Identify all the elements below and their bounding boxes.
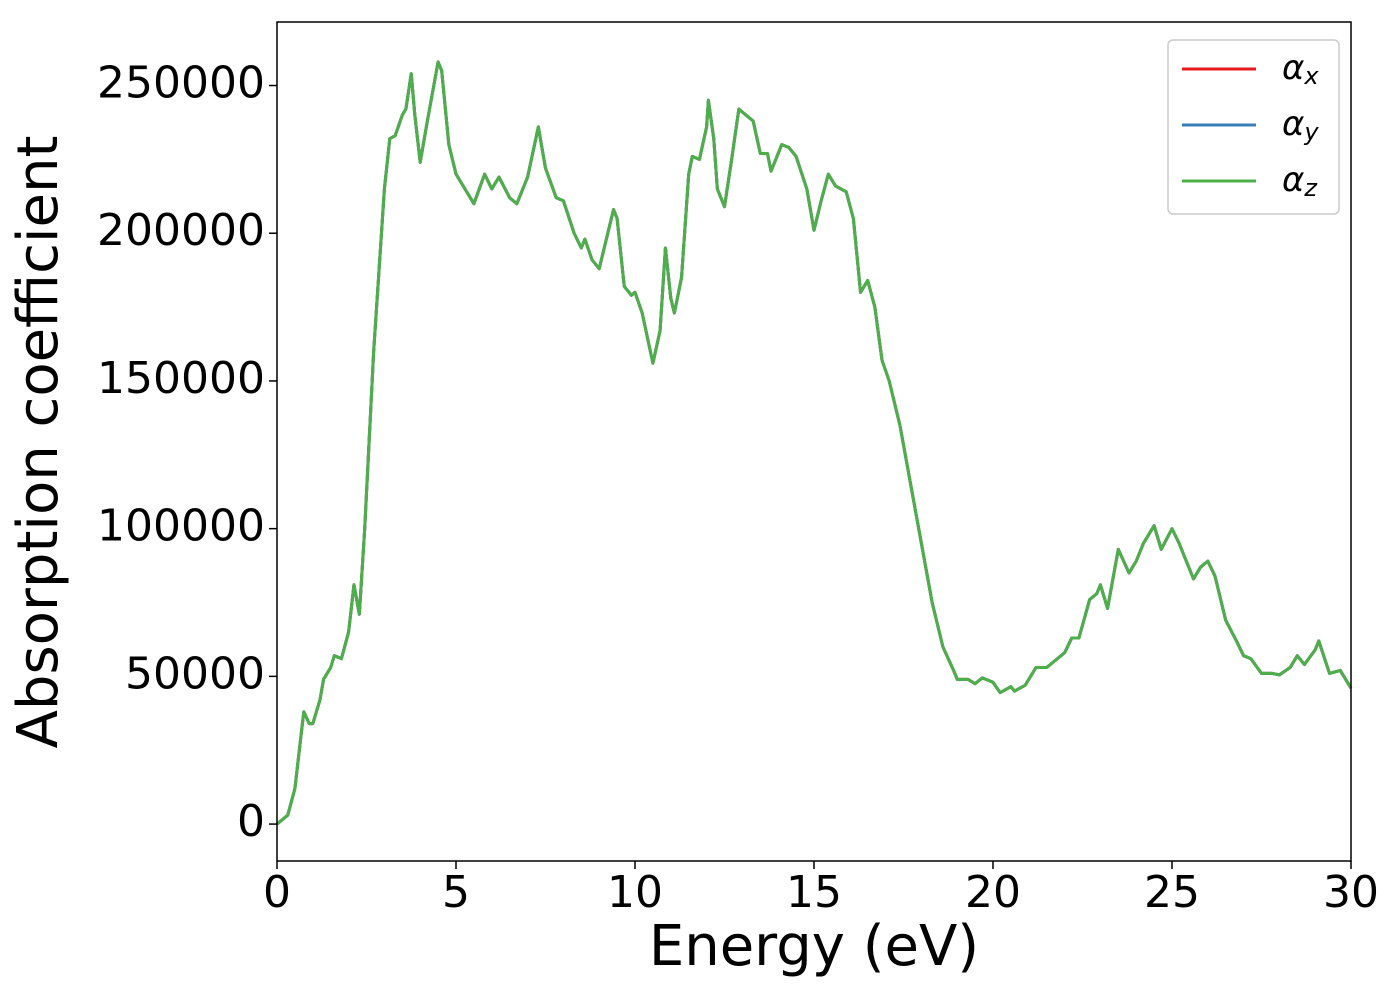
y-tick-label: 100000 — [97, 501, 265, 552]
legend-label: αz — [1282, 160, 1318, 203]
y-tick-label: 50000 — [125, 648, 265, 699]
x-tick-label: 15 — [786, 867, 842, 918]
data-line — [276, 60, 1353, 826]
plot-frame — [276, 21, 1352, 862]
x-tick-label: 25 — [1144, 867, 1200, 918]
legend-label: αx — [1282, 48, 1319, 91]
y-tick-label: 0 — [237, 796, 265, 847]
y-axis-label: Absorption coefficient — [6, 136, 71, 749]
x-axis-label: Energy (eV) — [649, 914, 979, 979]
x-tick-label: 30 — [1323, 867, 1379, 918]
y-tick-label: 250000 — [97, 58, 265, 109]
x-tick-label: 0 — [263, 867, 291, 918]
legend-box — [1167, 39, 1340, 215]
legend-label: αy — [1282, 104, 1319, 147]
y-tick-label: 150000 — [97, 353, 265, 404]
x-tick-label: 5 — [442, 867, 470, 918]
x-tick-label: 20 — [965, 867, 1021, 918]
y-tick-label: 200000 — [97, 205, 265, 256]
x-tick-label: 10 — [607, 867, 663, 918]
